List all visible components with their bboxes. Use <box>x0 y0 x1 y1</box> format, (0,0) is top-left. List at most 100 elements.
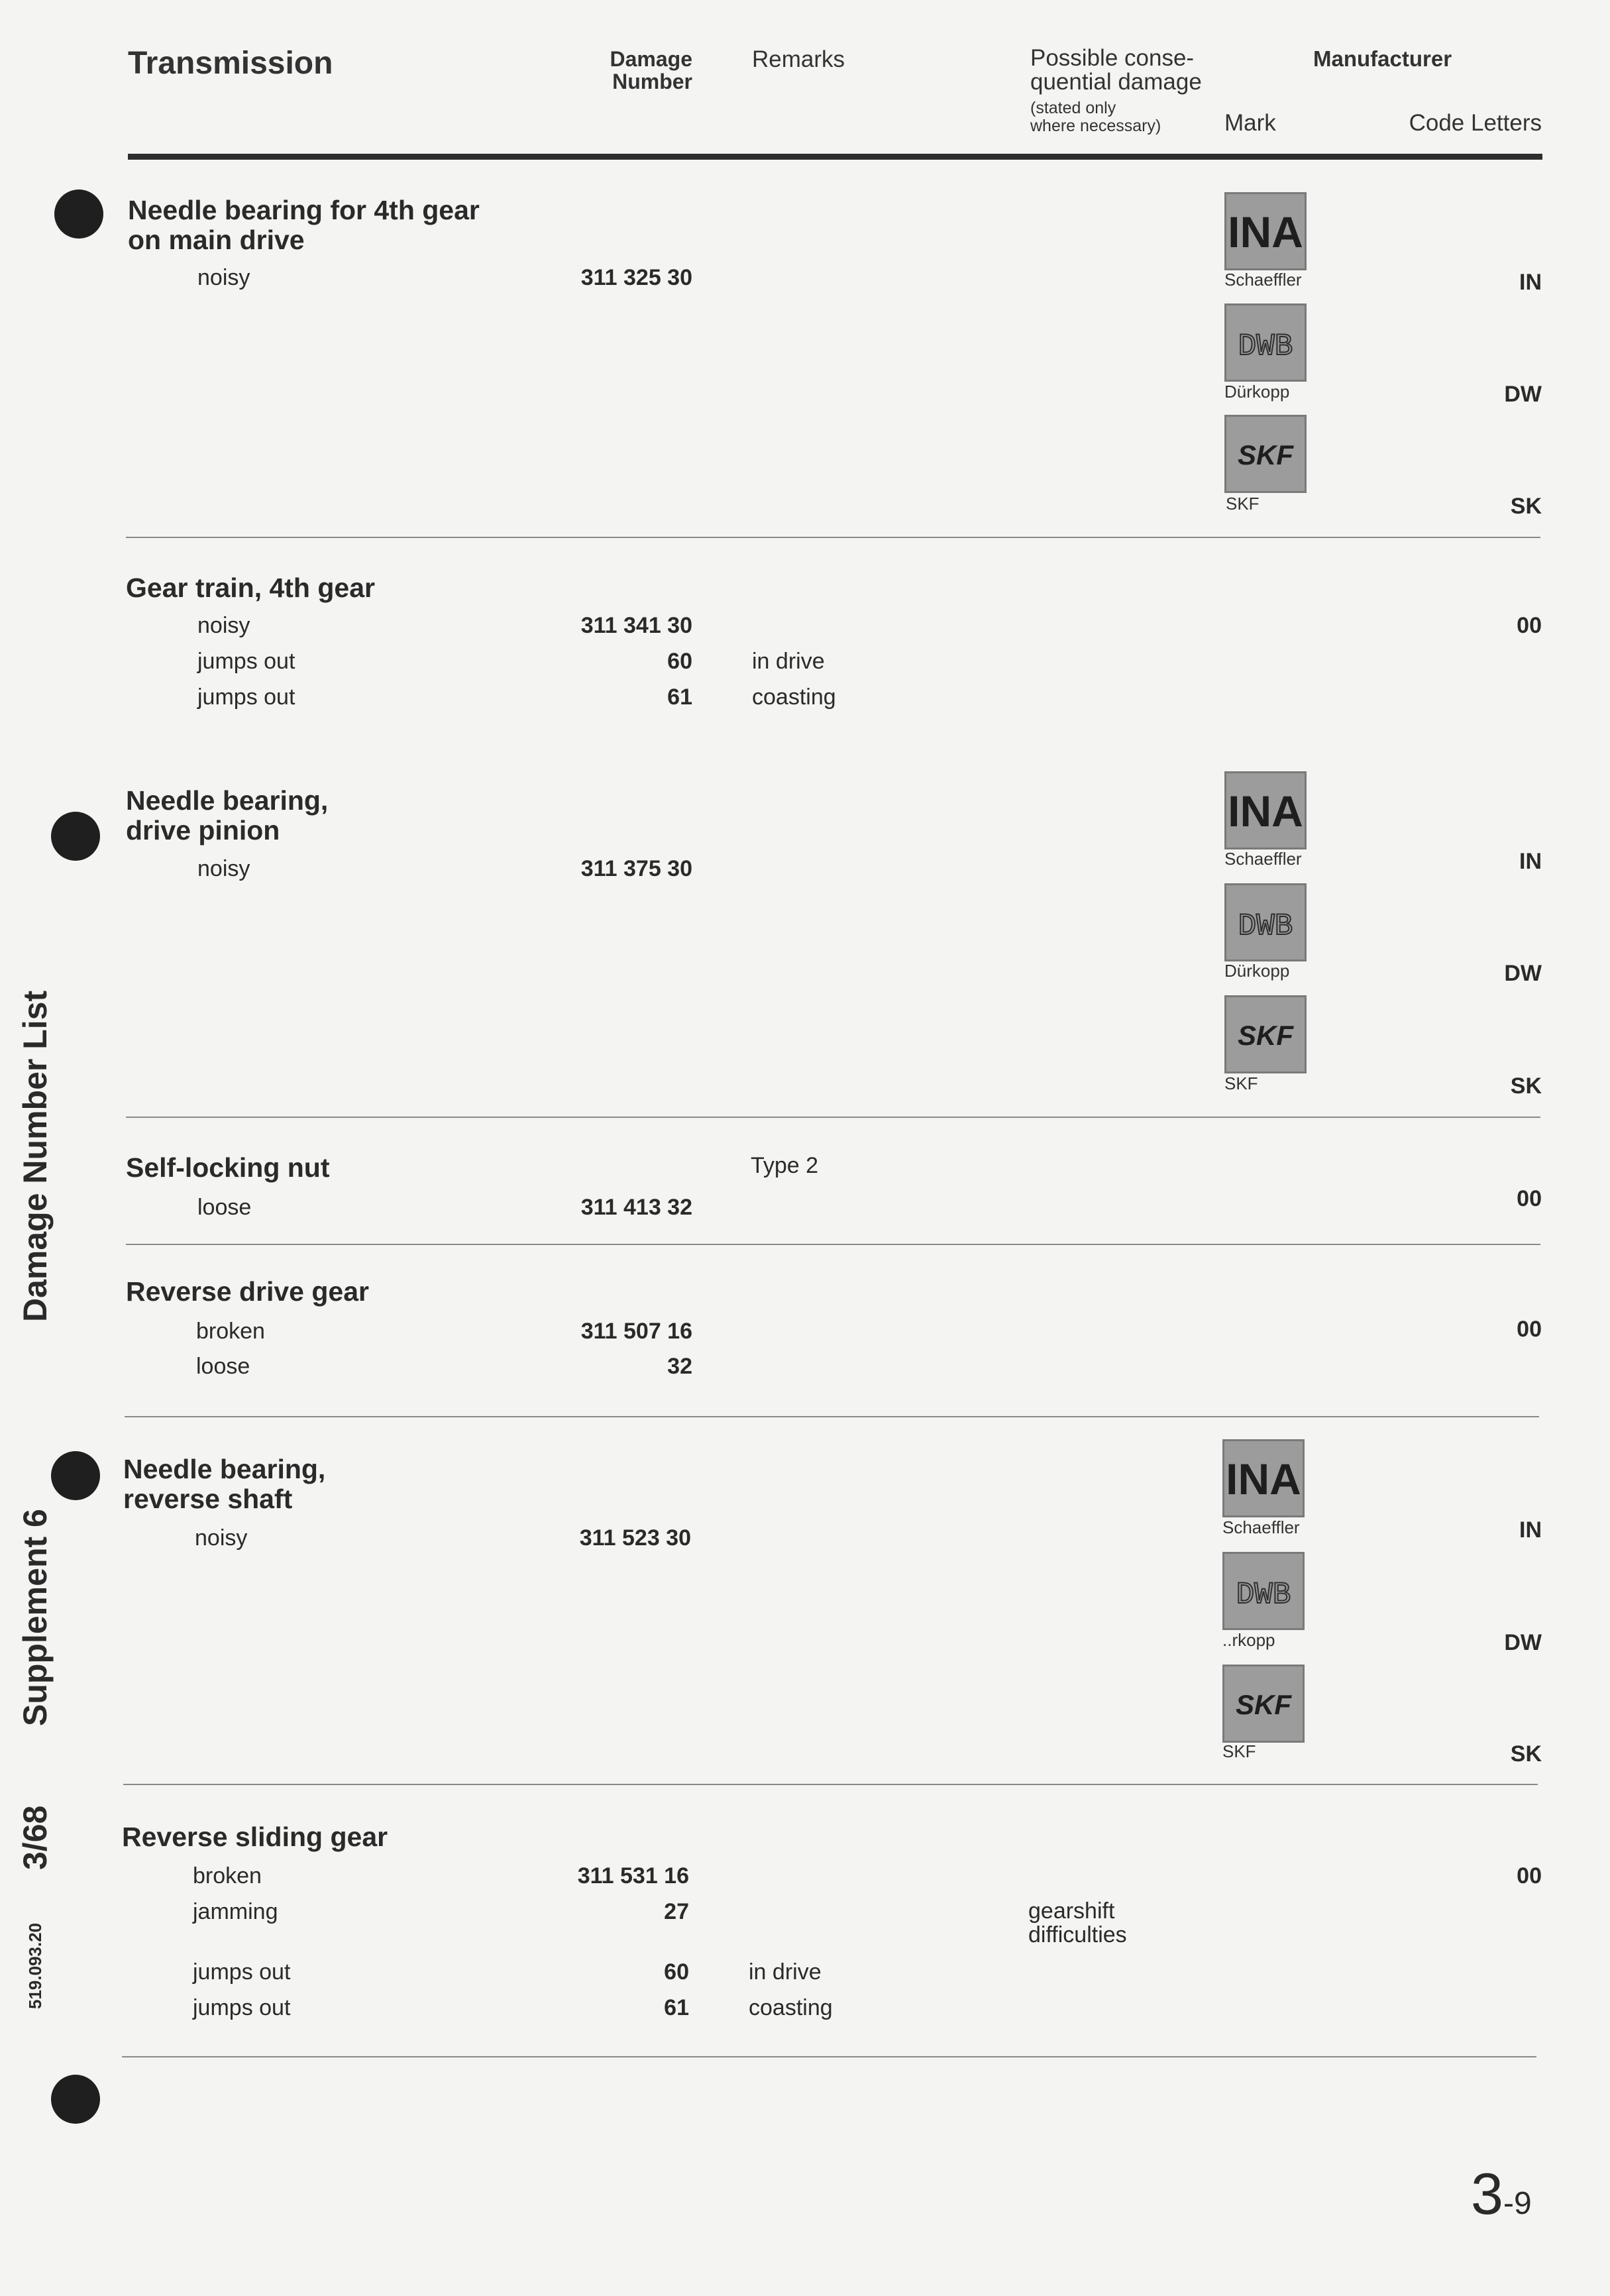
damage-number-header: Damage Number <box>576 47 693 93</box>
skf-logo-mark: SKF <box>1238 1020 1294 1051</box>
code-letter: 00 <box>1517 613 1542 638</box>
section-divider <box>126 1117 1540 1118</box>
section-title-line1: Needle bearing for 4th gear <box>128 195 480 225</box>
ina-label: Schaeffler <box>1224 270 1302 290</box>
section-divider <box>126 537 1540 538</box>
skf-logo-text: SKF <box>1238 439 1294 470</box>
code-letter: IN <box>1519 270 1542 295</box>
remark: in drive <box>752 649 825 674</box>
damage-number: 27 <box>664 1899 689 1924</box>
page-number-main: 3 <box>1471 2161 1503 2226</box>
ina-logo: INA <box>1224 192 1307 270</box>
damage-number: 311 325 30 <box>580 265 692 290</box>
damage-number: 61 <box>667 684 692 710</box>
skf-logo-mark: SKF <box>1238 439 1294 470</box>
ina-logo: INA <box>1222 1439 1305 1517</box>
dwb-logo: DWB <box>1224 303 1307 382</box>
remarks-header: Remarks <box>752 46 845 72</box>
possible-damage-note: (stated only where necessary) <box>1030 99 1161 135</box>
mark-header: Mark <box>1224 110 1276 136</box>
code-letter: 00 <box>1517 1186 1542 1211</box>
ina-logo-text: INA <box>1226 1454 1301 1503</box>
ina-logo-mark: INA <box>1226 1454 1301 1503</box>
skf-label: SKF <box>1226 494 1260 514</box>
skf-label: SKF <box>1222 1741 1256 1761</box>
consequence-line1: gearshift <box>1028 1898 1115 1924</box>
damage-header-line2: Number <box>612 70 692 93</box>
ina-logo-mark: INA <box>1228 207 1303 256</box>
code-letter: DW <box>1504 1630 1542 1655</box>
section-title: Needle bearing, reverse shaft <box>123 1454 325 1514</box>
code-letter: 00 <box>1517 1863 1542 1888</box>
header-rule <box>128 154 1542 160</box>
damage-item: loose <box>196 1354 250 1379</box>
punch-hole <box>51 2075 100 2124</box>
code-letter: IN <box>1519 849 1542 874</box>
doc-number-vertical: 519.093.20 <box>25 1922 45 2009</box>
ina-label: Schaeffler <box>1222 1517 1300 1537</box>
ina-label: Schaeffler <box>1224 849 1302 869</box>
section-title-line2: on main drive <box>128 225 305 255</box>
section-title-line2: drive pinion <box>126 815 280 846</box>
manufacturer-header: Manufacturer <box>1313 46 1452 71</box>
possible-header-line2: quential damage <box>1030 69 1202 95</box>
dwb-label: Dürkopp <box>1224 961 1290 981</box>
section-divider <box>125 1416 1539 1417</box>
dwb-logo-text: DWB <box>1236 1578 1291 1612</box>
list-title-vertical: Damage Number List <box>17 990 54 1322</box>
section-title: Needle bearing, drive pinion <box>126 786 328 846</box>
damage-item: jumps out <box>193 1995 291 2020</box>
remark: coasting <box>749 1995 833 2020</box>
section-title: Self-locking nut <box>126 1152 330 1183</box>
damage-item: broken <box>196 1319 265 1344</box>
dwb-logo: DWB <box>1222 1552 1305 1630</box>
dwb-label: Dürkopp <box>1224 382 1290 402</box>
skf-logo: SKF <box>1224 415 1307 493</box>
damage-item: noisy <box>197 856 250 881</box>
code-letter: SK <box>1510 1741 1542 1767</box>
section-title-line1: Needle bearing, <box>123 1454 326 1484</box>
damage-number: 60 <box>667 649 692 674</box>
damage-item: broken <box>193 1863 262 1888</box>
ina-logo: INA <box>1224 771 1307 849</box>
skf-logo: SKF <box>1222 1665 1305 1743</box>
code-letter: SK <box>1510 494 1542 519</box>
page-number-sub: -9 <box>1503 2186 1532 2221</box>
remark: Type 2 <box>751 1153 819 1178</box>
section-title: Reverse sliding gear <box>122 1822 388 1852</box>
damage-item: jumps out <box>193 1959 291 1985</box>
skf-logo-text: SKF <box>1238 1020 1294 1051</box>
ina-logo-mark: INA <box>1228 787 1303 836</box>
damage-number: 61 <box>664 1995 689 2020</box>
remark: in drive <box>749 1959 822 1985</box>
dwb-logo: DWB <box>1224 883 1307 961</box>
damage-header-line1: Damage <box>610 47 693 71</box>
skf-logo: SKF <box>1224 995 1307 1073</box>
punch-hole <box>51 812 100 861</box>
damage-item: noisy <box>197 613 250 638</box>
code-letters-header: Code Letters <box>1409 110 1542 136</box>
code-letter: IN <box>1519 1517 1542 1543</box>
section-divider <box>123 1784 1538 1785</box>
ina-logo-text: INA <box>1228 787 1303 836</box>
remark: coasting <box>752 684 836 710</box>
page-title: Transmission <box>128 46 333 81</box>
punch-hole <box>51 1451 100 1500</box>
damage-number: 311 531 16 <box>577 1863 689 1888</box>
consequential-damage: gearshift difficulties <box>1028 1899 1127 1947</box>
section-divider <box>126 1244 1540 1245</box>
consequence-line2: difficulties <box>1028 1922 1127 1947</box>
dwb-logo-mark: DWB <box>1236 1577 1292 1613</box>
dwb-logo-mark: DWB <box>1238 329 1294 364</box>
note-line2: where necessary) <box>1030 117 1161 135</box>
possible-damage-header: Possible conse- quential damage <box>1030 46 1202 94</box>
damage-item: jamming <box>193 1899 278 1924</box>
section-title: Gear train, 4th gear <box>126 573 375 603</box>
skf-logo-mark: SKF <box>1236 1689 1292 1720</box>
damage-item: jumps out <box>197 684 295 710</box>
dwb-logo-mark: DWB <box>1238 908 1294 944</box>
damage-number: 311 523 30 <box>579 1525 691 1551</box>
section-title-line1: Needle bearing, <box>126 785 329 816</box>
page-number: 3-9 <box>1471 2160 1532 2228</box>
section-divider <box>122 2056 1536 2057</box>
